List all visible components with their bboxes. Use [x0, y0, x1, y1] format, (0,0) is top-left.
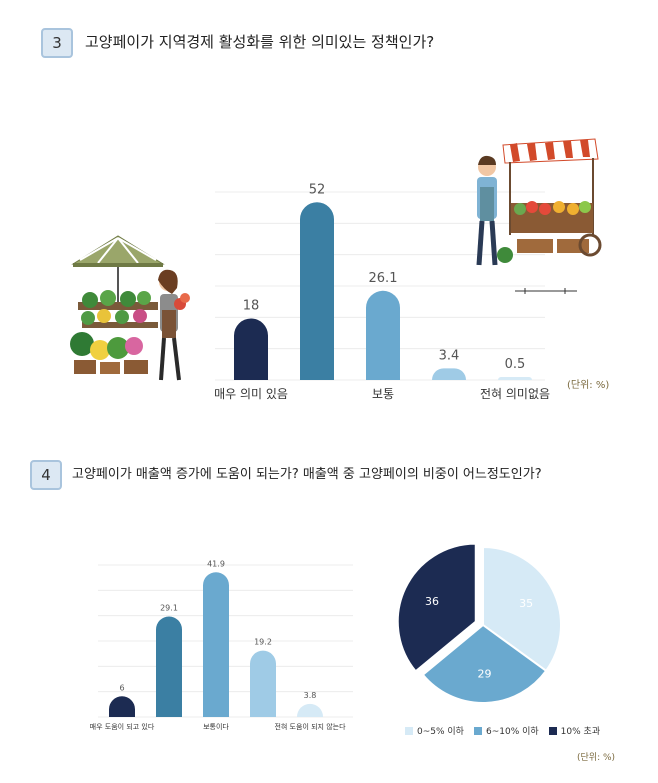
pie-slice: [396, 542, 477, 673]
legend-swatch: [548, 726, 557, 735]
unit-label: (단위: %): [567, 380, 610, 391]
category-label: 매우 도움이 되고 있다: [90, 722, 155, 731]
bar: [366, 290, 400, 380]
unit-label: (단위: %): [577, 753, 616, 763]
question-title: 고양페이가 매출액 증가에 도움이 되는가? 매출액 중 고양페이의 비중이 어…: [72, 467, 542, 482]
legend-item: 10% 초과: [548, 724, 601, 737]
legend-label: 10% 초과: [560, 727, 601, 737]
bar: [203, 572, 229, 717]
q4-bar-chart: 6 매우 도움이 되고 있다 29.1 41.9 보통이다 19.2 3.8 전혀 도움이 되…: [90, 559, 353, 731]
produce-stall-illustration: [476, 138, 602, 294]
legend-item: 0~5% 이하: [405, 724, 464, 737]
bar: [498, 377, 532, 380]
data-label: 41.9: [207, 559, 225, 568]
bar: [109, 696, 135, 717]
category-label: 보통이다: [203, 722, 229, 731]
category-label: 보통: [372, 387, 394, 401]
data-label: 26.1: [369, 271, 398, 286]
pie-legend: 0~5% 이하 6~10% 이하 10% 초과: [405, 724, 610, 737]
data-label: 6: [119, 683, 124, 692]
q4-pie-chart: 35 29 36: [396, 542, 562, 704]
bar: [300, 202, 334, 380]
category-label: 전혀 도움이 되지 않는다: [274, 722, 346, 731]
bar: [432, 368, 466, 380]
legend-swatch: [405, 726, 413, 735]
question-title: 고양페이가 지역경제 활성화를 위한 의미있는 정책인가?: [85, 33, 435, 51]
slice-label: 36: [425, 595, 439, 608]
bar: [250, 650, 276, 717]
legend-label: 6~10% 이하: [485, 727, 539, 737]
data-label: 52: [309, 182, 326, 197]
data-label: 0.5: [505, 357, 526, 372]
question-number: 3: [41, 28, 73, 58]
category-label: 전혀 의미없음: [480, 387, 550, 401]
bar: [297, 703, 323, 717]
data-label: 19.2: [254, 638, 272, 647]
pie-slice: [421, 623, 548, 704]
data-label: 3.8: [304, 691, 317, 700]
data-label: 18: [243, 298, 260, 313]
legend-item: 6~10% 이하: [473, 724, 539, 737]
flower-stall-illustration: [70, 235, 190, 381]
slice-label: 29: [478, 667, 492, 680]
bar: [156, 616, 182, 717]
data-label: 3.4: [439, 348, 460, 363]
category-label: 매우 의미 있음: [214, 387, 288, 401]
bar: [234, 318, 268, 380]
slice-label: 35: [519, 597, 533, 610]
pie-slice: [482, 545, 562, 673]
q3-bar-chart: 18 매우 의미 있음 52 26.1 보통 3.4 0.5 전혀 의미없음: [214, 182, 550, 401]
data-label: 29.1: [160, 603, 178, 612]
legend-label: 0~5% 이하: [417, 727, 464, 737]
legend-swatch: [473, 726, 482, 735]
question-number: 4: [30, 460, 62, 490]
